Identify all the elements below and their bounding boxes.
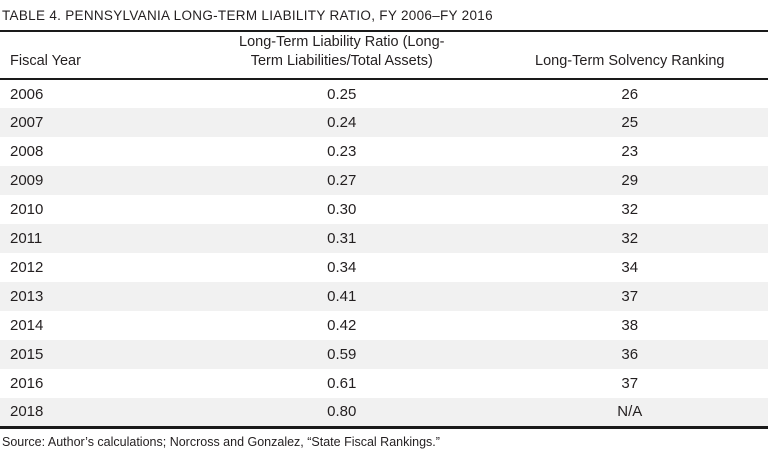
- fiscal-year-cell: 2006: [10, 85, 44, 103]
- fiscal-year-cell: 2015: [10, 346, 44, 363]
- solvency-ranking-cell: 32: [621, 230, 639, 247]
- table-row: 2006 0.25 26: [0, 79, 768, 108]
- liability-ratio-cell: 0.24: [327, 114, 357, 131]
- column-header-liability-ratio: Long-Term Liability Ratio (Long- Term Li…: [192, 32, 492, 80]
- table-row: 2012 0.34 34: [0, 253, 768, 282]
- fiscal-year-cell: 2014: [10, 317, 44, 334]
- table-row: 2018 0.80 N/A: [0, 398, 768, 427]
- liability-ratio-cell: 0.25: [327, 85, 357, 103]
- table-row: 2011 0.31 32: [0, 224, 768, 253]
- solvency-ranking-cell: 37: [621, 375, 639, 392]
- solvency-ranking-cell: 38: [621, 317, 639, 334]
- liability-ratio-cell: 0.61: [327, 375, 357, 392]
- table-row: 2013 0.41 37: [0, 282, 768, 311]
- fiscal-year-cell: 2016: [10, 375, 44, 392]
- solvency-ranking-cell: 32: [621, 201, 639, 218]
- liability-ratio-cell: 0.31: [327, 230, 357, 247]
- liability-ratio-cell: 0.80: [327, 403, 357, 421]
- table-row: 2010 0.30 32: [0, 195, 768, 224]
- liability-ratio-cell: 0.23: [327, 143, 357, 160]
- table-row: 2009 0.27 29: [0, 166, 768, 195]
- liability-ratio-cell: 0.27: [327, 172, 357, 189]
- source-note: Source: Author’s calculations; Norcross …: [2, 434, 440, 449]
- fiscal-year-cell: 2011: [10, 230, 43, 247]
- liability-ratio-header-line2: Term Liabilities/Total Assets): [250, 52, 433, 69]
- solvency-ranking-cell: 34: [621, 259, 639, 276]
- table-row: 2016 0.61 37: [0, 369, 768, 398]
- liability-ratio-header-line1: Long-Term Liability Ratio (Long-: [239, 33, 445, 50]
- fiscal-year-cell: 2013: [10, 288, 44, 305]
- table-row: 2015 0.59 36: [0, 340, 768, 369]
- column-header-solvency-ranking: Long-Term Solvency Ranking: [491, 32, 768, 80]
- solvency-ranking-cell: 23: [621, 143, 639, 160]
- solvency-ranking-cell: 29: [621, 172, 639, 189]
- table-row: 2014 0.42 38: [0, 311, 768, 340]
- header-row: Fiscal Year Long-Term Liability Ratio (L…: [0, 32, 768, 80]
- table-row: 2008 0.23 23: [0, 137, 768, 166]
- fiscal-year-cell: 2010: [10, 201, 44, 218]
- solvency-ranking-cell: 36: [621, 346, 639, 363]
- solvency-ranking-cell: N/A: [617, 403, 643, 421]
- fiscal-year-cell: 2009: [10, 172, 44, 189]
- fiscal-year-cell: 2018: [10, 403, 44, 421]
- liability-ratio-table: Fiscal Year Long-Term Liability Ratio (L…: [0, 32, 768, 429]
- liability-ratio-cell: 0.59: [327, 346, 357, 363]
- liability-ratio-cell: 0.41: [327, 288, 357, 305]
- liability-ratio-cell: 0.42: [327, 317, 357, 334]
- table-title: TABLE 4. PENNSYLVANIA LONG-TERM LIABILIT…: [0, 0, 768, 32]
- fiscal-year-cell: 2007: [10, 114, 44, 131]
- fiscal-year-cell: 2012: [10, 259, 44, 276]
- solvency-ranking-cell: 26: [621, 85, 639, 103]
- liability-ratio-cell: 0.34: [327, 259, 357, 276]
- fiscal-year-cell: 2008: [10, 143, 44, 160]
- solvency-ranking-cell: 25: [621, 114, 639, 131]
- liability-ratio-cell: 0.30: [327, 201, 357, 218]
- solvency-ranking-cell: 37: [621, 288, 639, 305]
- table-row: 2007 0.24 25: [0, 108, 768, 137]
- column-header-fiscal-year: Fiscal Year: [0, 32, 192, 80]
